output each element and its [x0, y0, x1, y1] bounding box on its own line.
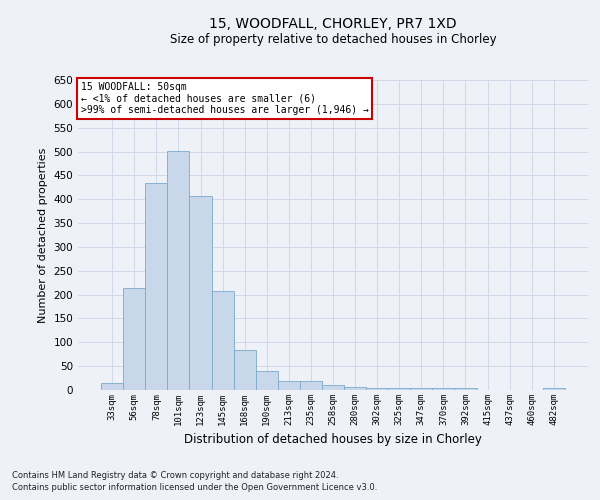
Bar: [167, 150, 190, 390]
Bar: [190, 196, 212, 390]
Bar: [278, 382, 300, 390]
Bar: [454, 388, 476, 390]
Bar: [322, 385, 344, 390]
Text: Contains public sector information licensed under the Open Government Licence v3: Contains public sector information licen…: [12, 484, 377, 492]
Bar: [256, 372, 278, 390]
Bar: [101, 383, 123, 390]
Text: Size of property relative to detached houses in Chorley: Size of property relative to detached ho…: [170, 32, 496, 46]
Bar: [212, 292, 233, 390]
Bar: [123, 288, 145, 390]
Bar: [388, 388, 410, 390]
Bar: [366, 388, 388, 390]
Bar: [433, 388, 454, 390]
Bar: [233, 350, 256, 390]
Bar: [344, 387, 366, 390]
Text: 15 WOODFALL: 50sqm
← <1% of detached houses are smaller (6)
>99% of semi-detache: 15 WOODFALL: 50sqm ← <1% of detached hou…: [80, 82, 368, 115]
X-axis label: Distribution of detached houses by size in Chorley: Distribution of detached houses by size …: [184, 434, 482, 446]
Text: 15, WOODFALL, CHORLEY, PR7 1XD: 15, WOODFALL, CHORLEY, PR7 1XD: [209, 18, 457, 32]
Bar: [410, 388, 433, 390]
Bar: [300, 382, 322, 390]
Y-axis label: Number of detached properties: Number of detached properties: [38, 148, 48, 322]
Bar: [145, 182, 167, 390]
Text: Contains HM Land Registry data © Crown copyright and database right 2024.: Contains HM Land Registry data © Crown c…: [12, 471, 338, 480]
Bar: [543, 388, 565, 390]
